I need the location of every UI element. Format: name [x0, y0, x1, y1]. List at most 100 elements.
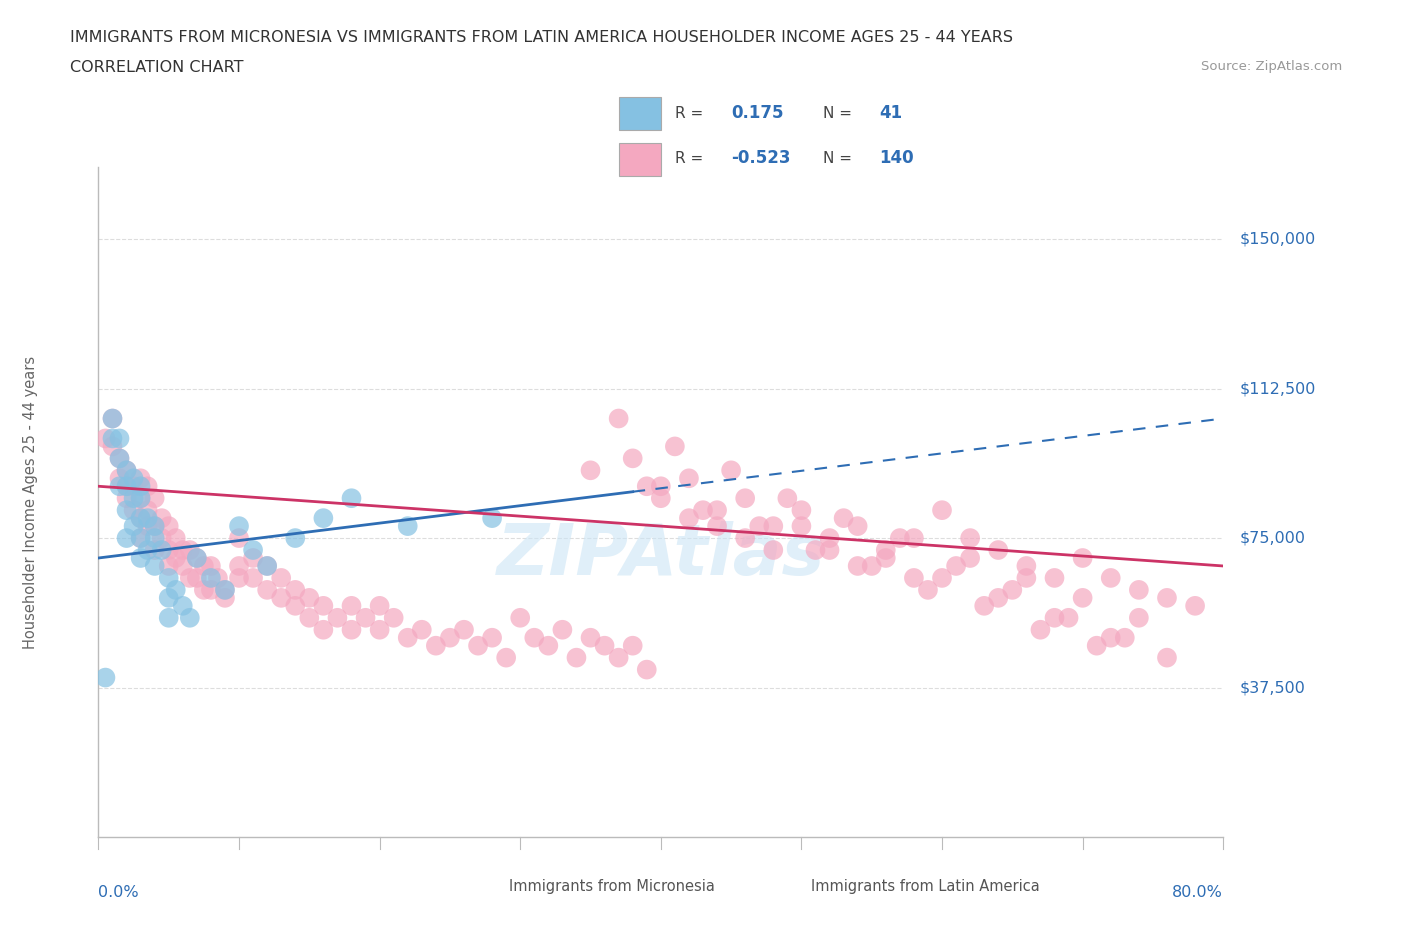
- Point: [129, 531, 152, 546]
- Point: [143, 491, 166, 506]
- Point: [1156, 591, 1178, 605]
- Point: [108, 451, 131, 466]
- Point: [439, 631, 461, 645]
- Point: [678, 511, 700, 525]
- Point: [382, 610, 405, 625]
- Text: Householder Income Ages 25 - 44 years: Householder Income Ages 25 - 44 years: [24, 355, 38, 649]
- Point: [636, 662, 658, 677]
- Point: [115, 463, 138, 478]
- Point: [734, 531, 756, 546]
- Point: [1156, 650, 1178, 665]
- Point: [748, 519, 770, 534]
- Point: [650, 491, 672, 506]
- Point: [214, 582, 236, 597]
- Point: [959, 551, 981, 565]
- Point: [143, 519, 166, 534]
- Point: [1099, 631, 1122, 645]
- Point: [312, 622, 335, 637]
- Point: [593, 638, 616, 653]
- Point: [186, 551, 208, 565]
- Point: [579, 631, 602, 645]
- Point: [115, 491, 138, 506]
- Point: [122, 519, 145, 534]
- Point: [368, 598, 391, 613]
- Point: [1015, 570, 1038, 585]
- Point: [157, 570, 180, 585]
- Point: [579, 463, 602, 478]
- Text: $37,500: $37,500: [1240, 680, 1306, 695]
- Point: [186, 570, 208, 585]
- Point: [396, 519, 419, 534]
- Point: [165, 531, 187, 546]
- Point: [326, 610, 349, 625]
- Point: [607, 411, 630, 426]
- Point: [136, 542, 159, 557]
- Point: [150, 511, 173, 525]
- Point: [157, 519, 180, 534]
- Point: [193, 559, 215, 574]
- Point: [804, 542, 827, 557]
- Point: [108, 479, 131, 494]
- Point: [101, 411, 124, 426]
- Text: ZIPAtlas: ZIPAtlas: [496, 522, 825, 591]
- Point: [396, 631, 419, 645]
- Text: R =: R =: [675, 106, 703, 121]
- Text: 0.0%: 0.0%: [98, 884, 139, 900]
- Point: [284, 598, 307, 613]
- Point: [551, 622, 574, 637]
- Point: [1071, 591, 1094, 605]
- Point: [1057, 610, 1080, 625]
- Point: [340, 622, 363, 637]
- Point: [129, 491, 152, 506]
- Point: [122, 491, 145, 506]
- Point: [136, 479, 159, 494]
- Point: [509, 610, 531, 625]
- Point: [129, 551, 152, 565]
- Point: [607, 650, 630, 665]
- Point: [101, 431, 124, 445]
- Point: [818, 542, 841, 557]
- Text: $112,500: $112,500: [1240, 381, 1316, 396]
- Point: [150, 542, 173, 557]
- Point: [129, 511, 152, 525]
- Point: [425, 638, 447, 653]
- Point: [270, 570, 292, 585]
- Point: [179, 610, 201, 625]
- Text: Source: ZipAtlas.com: Source: ZipAtlas.com: [1202, 60, 1343, 73]
- Point: [179, 570, 201, 585]
- Point: [157, 610, 180, 625]
- Point: [931, 570, 953, 585]
- Point: [157, 591, 180, 605]
- Point: [284, 582, 307, 597]
- Point: [256, 559, 278, 574]
- Point: [115, 503, 138, 518]
- Point: [298, 591, 321, 605]
- Text: N =: N =: [823, 151, 852, 166]
- Point: [228, 531, 250, 546]
- Point: [1001, 582, 1024, 597]
- Point: [179, 542, 201, 557]
- Point: [312, 511, 335, 525]
- Point: [959, 531, 981, 546]
- Point: [818, 531, 841, 546]
- Point: [214, 582, 236, 597]
- Point: [481, 511, 503, 525]
- Point: [523, 631, 546, 645]
- Point: [200, 582, 222, 597]
- Point: [565, 650, 588, 665]
- Point: [762, 542, 785, 557]
- Point: [368, 622, 391, 637]
- Point: [165, 582, 187, 597]
- Point: [157, 559, 180, 574]
- Text: 140: 140: [879, 149, 914, 167]
- Point: [692, 503, 714, 518]
- Point: [664, 439, 686, 454]
- Point: [228, 519, 250, 534]
- Point: [889, 531, 911, 546]
- Point: [115, 479, 138, 494]
- Point: [172, 542, 194, 557]
- Point: [903, 570, 925, 585]
- Point: [298, 610, 321, 625]
- Point: [108, 431, 131, 445]
- Point: [1043, 610, 1066, 625]
